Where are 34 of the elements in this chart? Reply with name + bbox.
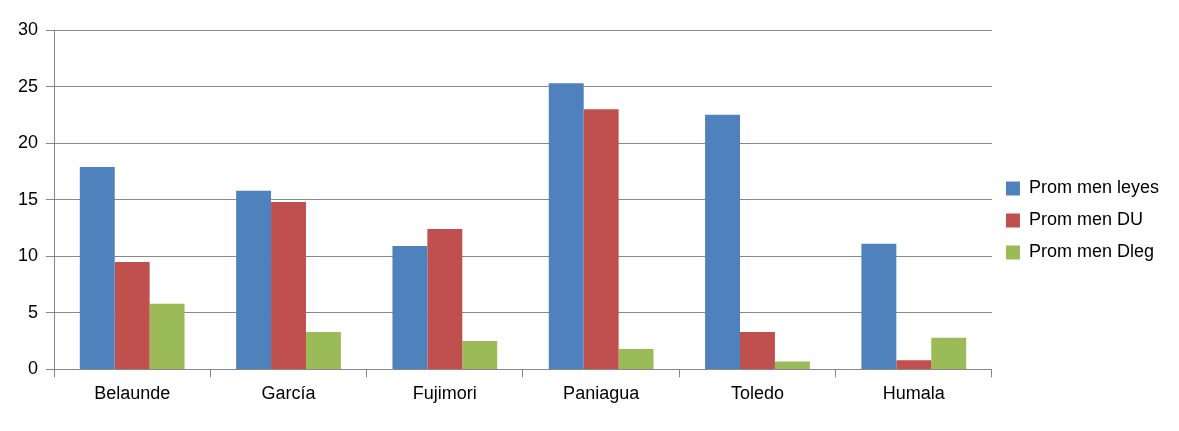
bar <box>462 341 498 369</box>
bar <box>774 361 810 369</box>
y-tick-label: 30 <box>17 18 39 39</box>
y-tick-label: 5 <box>28 301 39 322</box>
x-tick-label: Paniagua <box>563 383 641 404</box>
y-tick-label: 20 <box>17 132 39 153</box>
bar <box>79 166 115 369</box>
x-tick-label: García <box>261 383 317 404</box>
bar <box>861 243 897 369</box>
bar <box>896 360 932 369</box>
legend-label: Prom men Dleg <box>1028 241 1154 262</box>
bar <box>305 332 341 369</box>
bar <box>392 246 428 369</box>
bar <box>114 261 150 369</box>
x-tick-label: Fujimori <box>412 383 477 404</box>
x-tick-label: Belaunde <box>94 383 171 404</box>
bar <box>705 114 741 369</box>
x-tick-label: Humala <box>882 383 946 404</box>
y-tick-label: 10 <box>17 245 39 266</box>
bar <box>236 190 272 369</box>
bar <box>271 201 306 369</box>
y-tick-label: 15 <box>17 188 39 209</box>
y-tick-label: 25 <box>17 75 39 96</box>
bar <box>149 303 185 369</box>
bar <box>931 337 967 369</box>
bar <box>427 229 463 369</box>
bar <box>618 349 654 369</box>
y-tick-label: 0 <box>28 358 39 379</box>
bar <box>740 332 775 369</box>
x-tick-label: Toledo <box>730 383 784 404</box>
bar <box>548 83 584 369</box>
legend-label: Prom men leyes <box>1028 177 1159 198</box>
bar <box>583 109 619 369</box>
legend-label: Prom men DU <box>1028 209 1143 230</box>
